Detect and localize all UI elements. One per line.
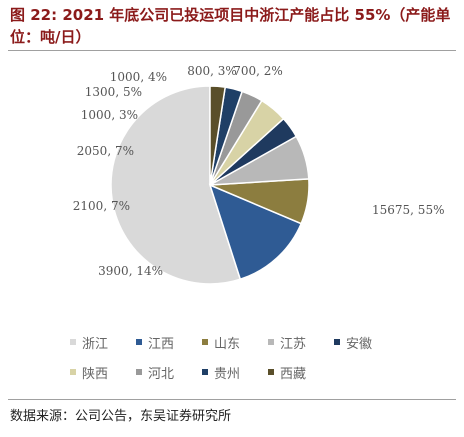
legend-label: 安徽: [346, 336, 373, 352]
legend-item-8: 贵州: [202, 363, 268, 382]
legend-item-6: 陕西: [70, 363, 136, 382]
legend-item-2: 江西: [136, 333, 202, 352]
legend-label: 山东: [214, 336, 241, 352]
legend-item-1: 浙江: [70, 333, 136, 352]
legend-item-5: 安徽: [334, 333, 400, 352]
source-divider: [8, 399, 456, 400]
slice-label-4: 2050, 7%: [77, 144, 134, 158]
legend-item-7: 河北: [136, 363, 202, 382]
slice-label-7: 1000, 4%: [110, 70, 167, 84]
legend-swatch: [70, 339, 76, 345]
legend-row: 浙江 江西 山东 江苏 安徽: [70, 327, 430, 357]
chart-legend: 浙江 江西 山东 江苏 安徽 陕西 河北 贵州 西藏: [70, 327, 430, 387]
legend-swatch: [334, 339, 340, 345]
legend-swatch: [136, 339, 142, 345]
source-note: 数据来源：公司公告，东吴证券研究所: [10, 409, 232, 424]
legend-label: 贵州: [214, 366, 241, 382]
legend-item-4: 江苏: [268, 333, 334, 352]
slice-label-9: 700, 2%: [233, 64, 283, 78]
legend-row: 陕西 河北 贵州 西藏: [70, 357, 430, 387]
legend-swatch: [268, 369, 274, 375]
legend-swatch: [268, 339, 274, 345]
slice-label-6: 1300, 5%: [85, 85, 142, 99]
legend-label: 江苏: [280, 336, 307, 352]
pie-slice-2: [208, 183, 303, 281]
slice-label-3: 2100, 7%: [73, 199, 130, 213]
legend-label: 浙江: [82, 336, 109, 352]
slice-label-2: 3900, 14%: [98, 264, 163, 278]
legend-item-3: 山东: [202, 333, 268, 352]
legend-swatch: [202, 369, 208, 375]
legend-label: 西藏: [280, 366, 307, 382]
title-divider: [8, 50, 456, 51]
chart-title: 图 22: 2021 年底公司已投运项目中浙江产能占比 55%（产能单位：吨/日…: [10, 6, 451, 46]
legend-label: 江西: [148, 336, 175, 352]
pie-slice-9: [209, 85, 227, 186]
pie-slice-1: [110, 85, 242, 285]
legend-item-9: 西藏: [268, 363, 334, 382]
slice-label-1: 15675, 55%: [372, 203, 444, 217]
legend-label: 陕西: [82, 366, 109, 382]
legend-label: 河北: [148, 366, 175, 382]
legend-swatch: [70, 369, 76, 375]
slice-label-5: 1000, 3%: [81, 108, 138, 122]
legend-swatch: [202, 339, 208, 345]
pie-chart: 15675, 55% 3900, 14% 2100, 7% 2050, 7% 1000,…: [73, 64, 444, 285]
slice-label-8: 800, 3%: [187, 64, 237, 78]
legend-swatch: [136, 369, 142, 375]
